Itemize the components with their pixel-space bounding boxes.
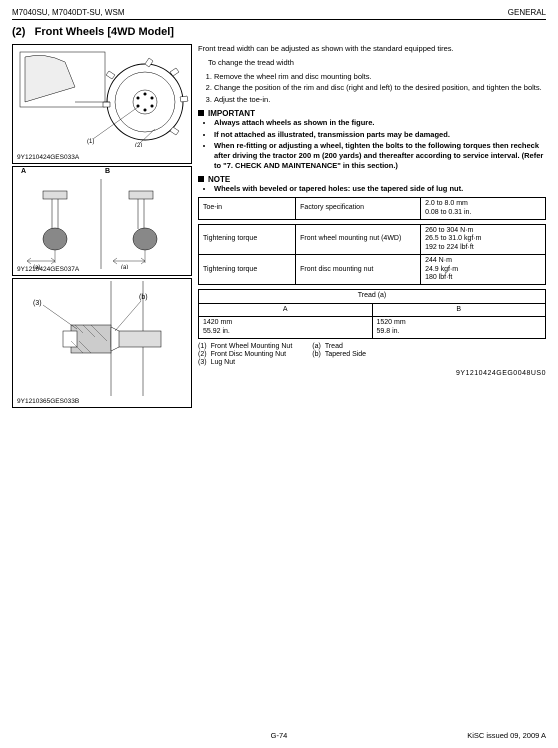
note-heading: NOTE: [198, 175, 546, 184]
t2-r2c1: Tightening torque: [199, 255, 296, 285]
lug-nut-diagram: (3) (b): [15, 281, 191, 396]
page-number: G-74: [190, 731, 368, 740]
legend-2-text: Front Disc Mounting Nut: [211, 351, 286, 358]
figure-3: (3) (b) 9Y1210365GES033B: [12, 278, 192, 408]
figure-2-label-b: B: [105, 168, 110, 175]
important-2: If not attached as illustrated, transmis…: [214, 130, 546, 140]
step-3: Adjust the toe-in.: [214, 95, 546, 105]
figure-1-code: 9Y1210424GES033A: [17, 154, 79, 161]
tread-b-cell: 1520 mm 59.8 in.: [372, 317, 546, 339]
legend-1-text: Front Wheel Mounting Nut: [211, 343, 293, 350]
legend-left: (1) Front Wheel Mounting Nut (2) Front Dis…: [198, 343, 292, 366]
important-heading: IMPORTANT: [198, 109, 546, 118]
figure-2-label-a: A: [21, 168, 26, 175]
toe-in-table: Toe-in Factory specification 2.0 to 8.0 …: [198, 197, 546, 220]
right-column: Front tread width can be adjusted as sho…: [198, 44, 546, 410]
svg-text:(b): (b): [139, 294, 148, 301]
tread-col-a: A: [199, 303, 373, 316]
legend-1-num: (1): [198, 343, 207, 350]
figure-3-code: 9Y1210365GES033B: [17, 398, 79, 405]
important-1: Always attach wheels as shown in the fig…: [214, 118, 546, 128]
legend-3-text: Lug Nut: [211, 359, 236, 366]
legend-3-num: (3): [198, 359, 207, 366]
issued-text: KiSC issued 09, 2009 A: [368, 731, 546, 740]
intro-paragraph: Front tread width can be adjusted as sho…: [198, 44, 546, 54]
svg-text:(a): (a): [121, 265, 128, 269]
square-bullet-icon: [198, 110, 204, 116]
header-left: M7040SU, M7040DT-SU, WSM: [12, 8, 124, 17]
step-2: Change the position of the rim and disc …: [214, 83, 546, 93]
figure-1: (1) (2) 9Y1210424GES033A: [12, 44, 192, 164]
square-bullet-icon: [198, 176, 204, 182]
t2-r1c3: 260 to 304 N·m 26.5 to 31.0 kgf·m 192 to…: [421, 225, 546, 255]
torque-table: Tightening torque Front wheel mounting n…: [198, 224, 546, 285]
tread-a-in: 55.92 in.: [203, 328, 230, 335]
tread-table: Tread (a) A B 1420 mm 55.92 in. 1520 mm …: [198, 289, 546, 339]
legend-right: (a) Tread (b) Tapered Side: [312, 343, 366, 366]
tread-a-mm: 1420 mm: [203, 319, 232, 326]
main-layout: (1) (2) 9Y1210424GES033A A B: [12, 44, 546, 410]
legend-b-num: (b): [312, 351, 321, 358]
svg-text:(1): (1): [87, 139, 94, 145]
figure-2: A B (a): [12, 166, 192, 276]
t2-r1c2: Front wheel mounting nut (4WD): [296, 225, 421, 255]
section-number: (2): [12, 26, 25, 38]
note-1: Wheels with beveled or tapered holes: us…: [214, 184, 546, 194]
legend-a-text: Tread: [325, 343, 343, 350]
legend-a-num: (a): [312, 343, 321, 350]
section-title: (2) Front Wheels [4WD Model]: [12, 26, 546, 38]
t1-r1c3: 2.0 to 8.0 mm 0.08 to 0.31 in.: [421, 198, 546, 220]
important-list: Always attach wheels as shown in the fig…: [214, 118, 546, 171]
important-label: IMPORTANT: [208, 109, 255, 118]
tread-b-in: 59.8 in.: [377, 328, 400, 335]
note-label: NOTE: [208, 175, 230, 184]
tread-b-mm: 1520 mm: [377, 319, 406, 326]
document-code: 9Y1210424GEG0048US0: [198, 370, 546, 377]
figure-2-code: 9Y1210424GES037A: [17, 266, 79, 273]
procedure-steps: Remove the wheel rim and disc mounting b…: [214, 72, 546, 105]
header-right: GENERAL: [508, 8, 546, 17]
tread-a-cell: 1420 mm 55.92 in.: [199, 317, 373, 339]
note-list: Wheels with beveled or tapered holes: us…: [214, 184, 546, 194]
svg-text:(3): (3): [33, 300, 42, 307]
section-name: Front Wheels [4WD Model]: [35, 26, 174, 38]
svg-text:(2): (2): [135, 143, 142, 147]
tractor-wheel-diagram: (1) (2): [15, 47, 191, 147]
important-3: When re-fitting or adjusting a wheel, ti…: [214, 141, 546, 170]
step-1: Remove the wheel rim and disc mounting b…: [214, 72, 546, 82]
header-rule: [12, 19, 546, 20]
page-header: M7040SU, M7040DT-SU, WSM GENERAL: [12, 8, 546, 17]
t2-r2c2: Front disc mounting nut: [296, 255, 421, 285]
legend-b-text: Tapered Side: [325, 351, 366, 358]
t1-r1c2: Factory specification: [296, 198, 421, 220]
tread-col-b: B: [372, 303, 546, 316]
t2-r2c3: 244 N·m 24.9 kgf·m 180 lbf·ft: [421, 255, 546, 285]
legend-2-num: (2): [198, 351, 207, 358]
tread-head: Tread (a): [199, 290, 546, 303]
tread-config-diagram: (a) (a): [15, 179, 191, 269]
t1-r1c1: Toe-in: [199, 198, 296, 220]
legend: (1) Front Wheel Mounting Nut (2) Front Dis…: [198, 343, 546, 366]
page-footer: G-74 KiSC issued 09, 2009 A: [0, 731, 558, 740]
left-column: (1) (2) 9Y1210424GES033A A B: [12, 44, 192, 410]
sub-heading: To change the tread width: [208, 58, 546, 68]
t2-r1c1: Tightening torque: [199, 225, 296, 255]
